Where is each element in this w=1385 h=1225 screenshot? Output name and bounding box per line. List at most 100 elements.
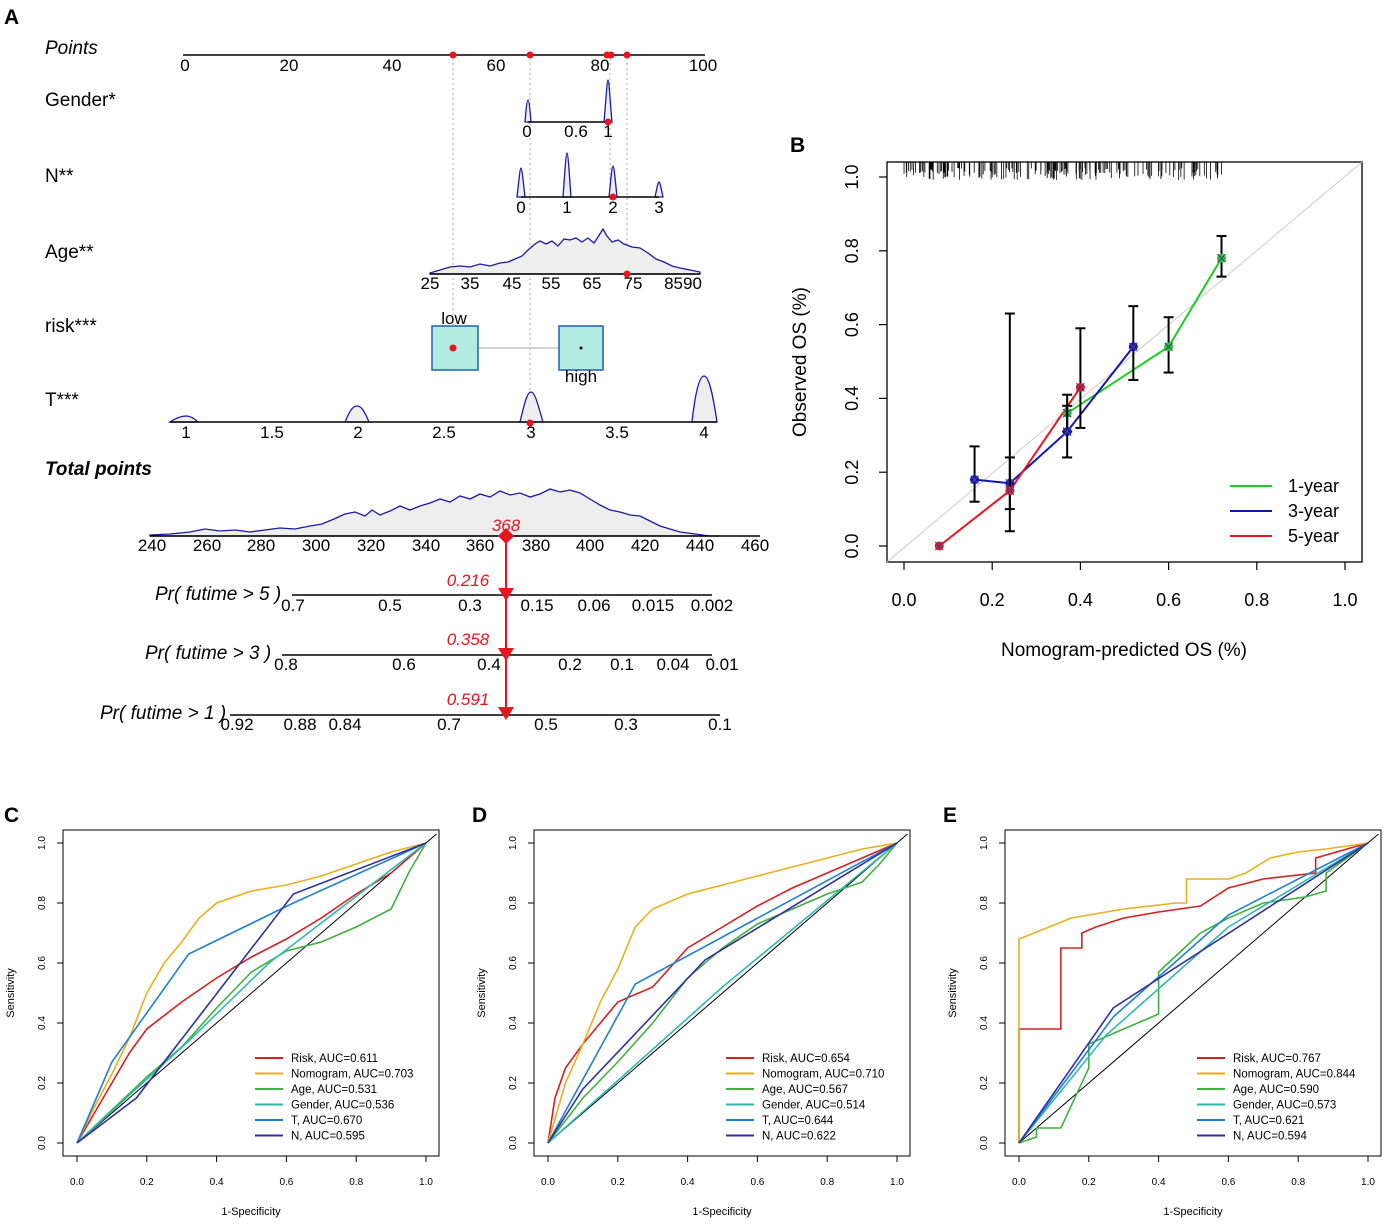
pr5-tick: 0.015 (632, 596, 675, 615)
roc-frame (533, 829, 911, 1157)
total-tick: 360 (466, 536, 494, 555)
calibration-ylabel: Observed OS (%) (790, 287, 811, 437)
n-tick: 2 (608, 198, 617, 217)
roc-legend-entry: T, AUC=0.644 (762, 1115, 834, 1127)
total-tick: 460 (741, 536, 769, 555)
roc-legend-entry: Nomogram, AUC=0.844 (1233, 1069, 1356, 1081)
risk-marker (449, 344, 457, 352)
points-marker (607, 51, 615, 59)
pr1-tick: 0.88 (283, 715, 316, 734)
total-marker (498, 528, 514, 544)
roc-curve (1018, 842, 1369, 1143)
points-marker (526, 51, 534, 59)
pr5-tick: 0.3 (458, 596, 482, 615)
x-tick-label: 0.4 (1068, 590, 1093, 610)
roc-legend-entry: Age, AUC=0.567 (762, 1084, 848, 1096)
x-tick-label: 0.0 (541, 1177, 555, 1188)
pr5-value: 0.216 (447, 571, 490, 590)
roc-legend-entry: T, AUC=0.670 (291, 1115, 362, 1127)
gender-marker (604, 118, 612, 126)
pr3-tick: 0.4 (477, 655, 501, 674)
points-tick: 60 (487, 56, 506, 75)
pr1-tick: 0.5 (534, 715, 558, 734)
roc-legend-entry: Age, AUC=0.531 (291, 1084, 377, 1096)
roc-curve (76, 842, 427, 1144)
roc-curve (1018, 842, 1369, 1144)
roc-legend-entry: N, AUC=0.594 (1233, 1131, 1307, 1143)
points-tick: 80 (591, 56, 610, 75)
legend-5-year: 5-year (1288, 526, 1339, 546)
roc-legend-entry: Risk, AUC=0.611 (291, 1053, 378, 1065)
roc-frame (1004, 829, 1382, 1157)
roc-legend-entry: Risk, AUC=0.767 (1233, 1053, 1321, 1065)
pr5-tick: 0.002 (691, 596, 734, 615)
roc-legend-entry: Gender, AUC=0.514 (762, 1100, 866, 1112)
x-tick-label: 0.8 (1244, 590, 1269, 610)
y-tick-label: 0.2 (508, 1076, 519, 1090)
y-tick-label: 0.2 (842, 460, 862, 485)
x-tick-label: 0.0 (70, 1177, 84, 1188)
pr3-label: Pr( futime > 3 ) (145, 643, 271, 664)
panel-label-a: A (4, 6, 19, 29)
roc-xlabel: 1-Specificity (221, 1206, 281, 1218)
total-tick: 380 (522, 536, 550, 555)
roc-curve (547, 842, 898, 1144)
calibration-point-cross (1128, 342, 1138, 352)
x-tick-label: 0.2 (1082, 1177, 1096, 1188)
pr1-marker (498, 707, 514, 720)
calibration-frame (886, 161, 1363, 563)
points-tick: 100 (689, 56, 717, 75)
pr3-tick: 0.1 (610, 655, 634, 674)
roc-xlabel: 1-Specificity (692, 1206, 752, 1218)
y-tick-label: 0.2 (37, 1076, 48, 1090)
total-tick: 440 (686, 536, 714, 555)
x-tick-label: 0.2 (611, 1177, 625, 1188)
pr3-tick: 0.2 (558, 655, 582, 674)
pr3-tick: 0.04 (656, 655, 689, 674)
calibration-point-cross (1217, 253, 1226, 263)
calibration-plot: 0.0 0.2 0.4 0.6 0.8 1.0 0.0 0.2 0.4 0.6 0.8 1.0 No… (790, 161, 1363, 661)
y-tick-label: 0.4 (842, 386, 862, 411)
roc-legend-entry: Nomogram, AUC=0.710 (762, 1069, 884, 1081)
y-tick-label: 0.0 (508, 1136, 519, 1150)
age-tick: 35 (461, 274, 480, 293)
y-tick-label: 0.8 (508, 896, 519, 910)
pr3-tick: 0.6 (392, 655, 416, 674)
t-tick: 2.5 (432, 423, 456, 442)
n-tick: 0 (516, 198, 525, 217)
y-tick-label: 0.0 (842, 533, 862, 558)
calibration-line (974, 346, 1135, 485)
roc-legend-entry: Nomogram, AUC=0.703 (291, 1069, 413, 1081)
t-tick: 1.5 (260, 423, 284, 442)
panel-label-e: E (943, 804, 957, 827)
t-tick: 3.5 (605, 423, 629, 442)
total-tick: 320 (357, 536, 385, 555)
y-tick-label: 0.4 (508, 1016, 519, 1030)
t-label: T*** (45, 390, 79, 411)
calibration-point-cross (934, 541, 944, 551)
x-tick-label: 1.0 (419, 1177, 433, 1188)
total-tick: 420 (631, 536, 659, 555)
pr1-tick: 0.7 (437, 715, 461, 734)
pr1-tick: 0.1 (708, 715, 732, 734)
roc-curve (1018, 842, 1369, 1144)
x-tick-label: 0.2 (140, 1177, 154, 1188)
roc-ylabel: Sensitivity (476, 968, 488, 1018)
age-tick: 55 (542, 274, 561, 293)
x-tick-label: 0.4 (1152, 1177, 1166, 1188)
pr3-tick: 0.8 (274, 655, 298, 674)
points-tick: 20 (280, 56, 299, 75)
y-tick-label: 0.6 (979, 956, 990, 970)
roc-reference-line (1018, 833, 1379, 1144)
pr1-tick: 0.92 (220, 715, 253, 734)
t-tick: 3 (526, 423, 535, 442)
y-tick-label: 0.8 (979, 896, 990, 910)
pr3-marker (498, 648, 514, 661)
legend-1-year: 1-year (1288, 476, 1339, 496)
y-tick-label: 0.0 (37, 1136, 48, 1150)
total-tick: 400 (576, 536, 604, 555)
points-label: Points (45, 38, 98, 59)
x-tick-label: 0.8 (349, 1177, 363, 1188)
n-label: N** (45, 166, 74, 187)
calibration-point-cross (1164, 342, 1174, 352)
